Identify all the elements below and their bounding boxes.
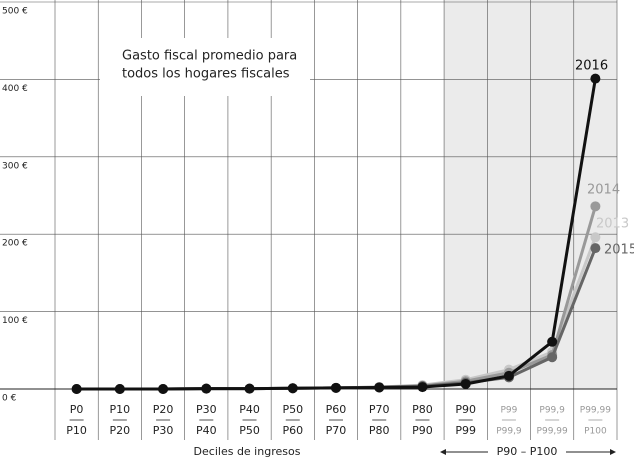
x-tick-label: P40: [196, 424, 217, 437]
x-tick-label: P20: [153, 403, 174, 416]
series-label: 2013: [596, 217, 629, 232]
x-tick-label: P60: [282, 424, 303, 437]
x-tick-label: P20: [110, 424, 131, 437]
series-label: 2015: [604, 243, 634, 258]
x-tick-label: P60: [326, 403, 347, 416]
chart-title: todos los hogares fiscales: [122, 67, 290, 82]
x-tick-label: P99,99: [580, 406, 611, 416]
data-point: [590, 232, 601, 243]
arrow-head: [440, 449, 446, 455]
y-tick-label: 200 €: [2, 239, 28, 249]
y-tick-label: 400 €: [2, 84, 28, 94]
x-tick-label: P80: [369, 424, 390, 437]
x-tick-label: P40: [239, 403, 260, 416]
x-tick-label: P99: [455, 424, 476, 437]
y-tick-label: 500 €: [2, 7, 28, 17]
data-point: [547, 352, 558, 363]
series-label: 2014: [587, 183, 620, 198]
x-tick-label: P70: [369, 403, 390, 416]
x-tick-label: P99,9: [496, 427, 522, 437]
data-point: [590, 73, 601, 84]
chart-title: Gasto fiscal promedio para: [122, 49, 297, 64]
x-tick-label: P30: [153, 424, 174, 437]
data-point: [590, 201, 601, 212]
data-point: [417, 382, 428, 393]
x-tick-label: P99,9: [539, 406, 565, 416]
x-tick-label: P50: [239, 424, 260, 437]
y-tick-label: 100 €: [2, 316, 28, 326]
x-tick-label: P90: [455, 403, 476, 416]
x-tick-label: P90: [412, 424, 433, 437]
arrow-head: [610, 449, 616, 455]
y-tick-label: 300 €: [2, 161, 28, 171]
y-tick-label: 0 €: [2, 394, 17, 404]
data-point: [287, 383, 298, 394]
data-point: [460, 378, 471, 389]
data-point: [244, 383, 255, 394]
data-point: [547, 336, 558, 347]
x-tick-label: P100: [584, 427, 607, 437]
x-tick-label: P50: [282, 403, 303, 416]
range-label: P90 – P100: [497, 445, 558, 458]
x-tick-label: P99: [500, 406, 517, 416]
series-label: 2016: [575, 59, 608, 74]
x-tick-label: P99,99: [537, 427, 568, 437]
data-point: [114, 384, 125, 394]
data-point: [374, 382, 385, 393]
data-point: [201, 383, 212, 394]
x-tick-label: P0: [70, 403, 84, 416]
x-tick-label: P10: [66, 424, 87, 437]
x-tick-label: P80: [412, 403, 433, 416]
data-point: [590, 243, 601, 254]
data-point: [331, 382, 341, 393]
x-axis-label: Deciles de ingresos: [194, 445, 301, 458]
data-point: [71, 384, 82, 394]
x-tick-label: P10: [110, 403, 131, 416]
title-box: [100, 38, 310, 96]
x-tick-label: P70: [326, 424, 347, 437]
data-point: [503, 370, 514, 381]
x-tick-label: P30: [196, 403, 217, 416]
data-point: [158, 384, 169, 394]
